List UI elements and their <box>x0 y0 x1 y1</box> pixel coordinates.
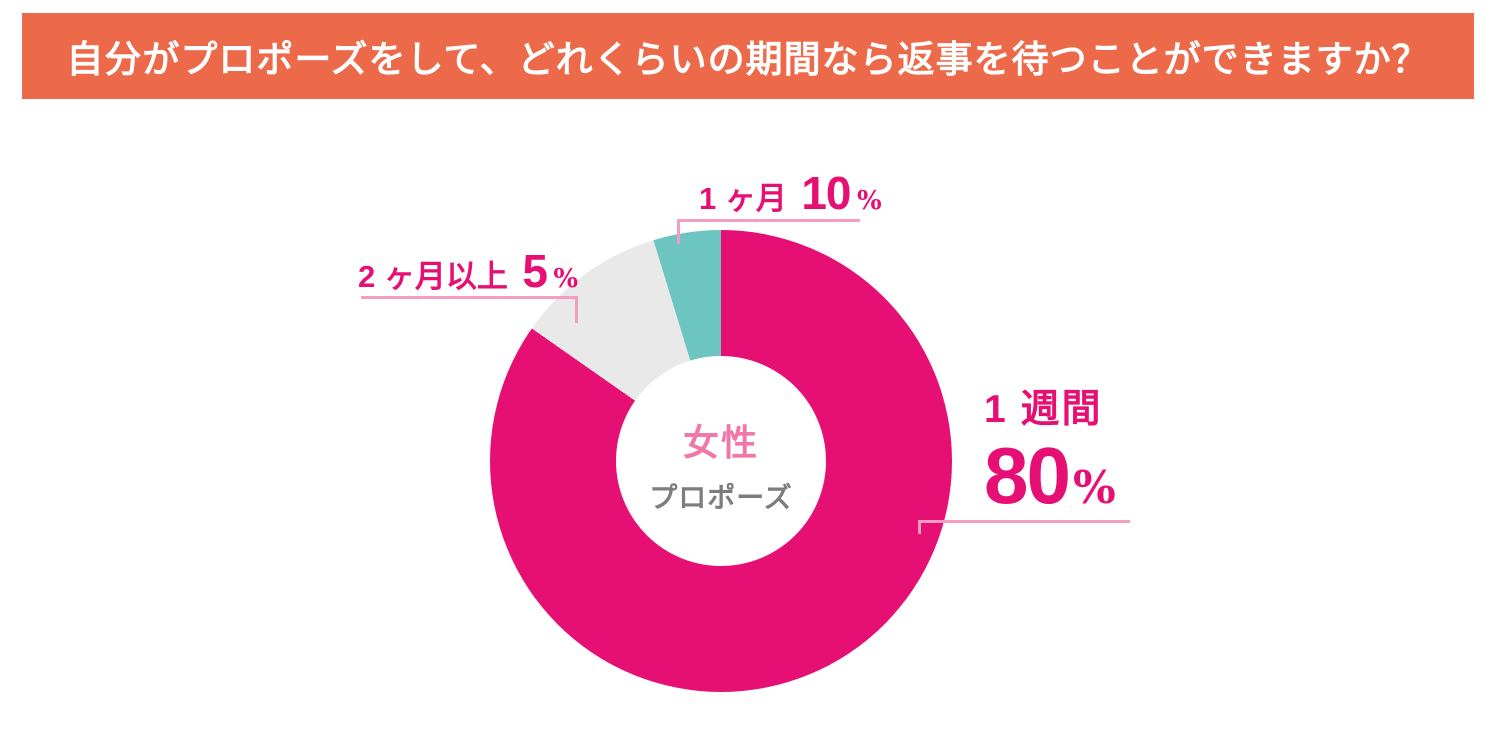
leader-line-1month <box>677 219 860 244</box>
leader-line-1week <box>918 520 1130 534</box>
callout-2months-value: 5 <box>522 245 548 297</box>
donut-center: 女性 プロポーズ <box>616 356 826 566</box>
callout-1week-unit: % <box>1072 461 1116 514</box>
callout-1week-value: 80 <box>984 431 1071 520</box>
leader-line-2months <box>361 296 578 323</box>
callout-1week: 1 週間 80 % <box>984 378 1116 516</box>
callout-2months-label: 2 ヶ月以上 <box>358 259 508 294</box>
page-title: 自分がプロポーズをして、どれくらいの期間なら返事を待つことができますか？ <box>66 39 1430 80</box>
callout-2months-unit: % <box>553 264 579 294</box>
title-banner: 自分がプロポーズをして、どれくらいの期間なら返事を待つことができますか？ <box>22 13 1474 99</box>
center-label-topic: プロポーズ <box>649 482 793 513</box>
callout-1week-label: 1 週間 <box>984 388 1103 431</box>
callout-1month: 1 ヶ月 10 % <box>699 166 882 220</box>
callout-1month-label: 1 ヶ月 <box>699 181 787 216</box>
callout-2months: 2 ヶ月以上 5 % <box>358 244 578 298</box>
center-label-gender: 女性 <box>682 422 759 463</box>
callout-1month-unit: % <box>856 186 882 216</box>
callout-1month-value: 10 <box>801 167 851 219</box>
